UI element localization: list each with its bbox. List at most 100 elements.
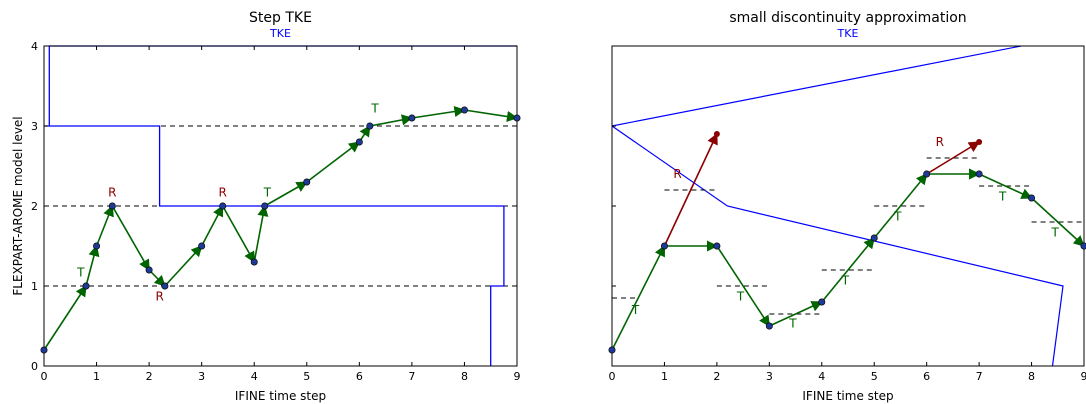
- x-tick-label: 7: [976, 370, 983, 383]
- path-point: [923, 170, 931, 178]
- x-tick-label: 9: [1081, 370, 1086, 383]
- x-tick-label: 1: [93, 370, 100, 383]
- path-arrow: [164, 245, 203, 287]
- x-tick-label: 6: [923, 370, 930, 383]
- y-axis-label: FLEXPART-AROME model level: [11, 116, 25, 295]
- x-tick-label: 4: [818, 370, 825, 383]
- step-label: R: [673, 167, 681, 181]
- tke-label: TKE: [269, 27, 291, 40]
- plot-frame: [611, 45, 1085, 367]
- tke-label: TKE: [837, 27, 859, 40]
- tke-curve: [48, 45, 517, 126]
- path-arrow: [253, 204, 269, 263]
- step-label: T: [893, 209, 902, 223]
- x-tick-label: 7: [408, 370, 415, 383]
- y-tick-label: 1: [31, 280, 38, 293]
- step-label: T: [76, 265, 85, 279]
- step-label: R: [108, 185, 116, 199]
- y-tick-label: 3: [31, 120, 38, 133]
- x-tick-label: 9: [514, 370, 521, 383]
- random-arrow: [926, 141, 981, 175]
- path-point: [82, 282, 90, 290]
- path-arrow: [111, 205, 150, 271]
- y-tick-label: 4: [31, 40, 38, 53]
- step-label: T: [998, 189, 1007, 203]
- path-arrow: [200, 205, 224, 247]
- step-label: T: [736, 289, 745, 303]
- path-arrow: [769, 301, 823, 327]
- path-point: [513, 114, 521, 122]
- step-label: T: [1050, 225, 1059, 239]
- path-point: [161, 282, 169, 290]
- path-arrow: [464, 109, 519, 123]
- step-label: R: [219, 185, 227, 199]
- path-point: [408, 114, 416, 122]
- path-point: [460, 106, 468, 114]
- x-tick-label: 2: [713, 370, 720, 383]
- step-label: T: [788, 317, 797, 331]
- x-tick-label: 5: [303, 370, 310, 383]
- path-point: [765, 322, 773, 330]
- path-point: [818, 298, 826, 306]
- x-tick-label: 8: [461, 370, 468, 383]
- step-label: T: [263, 185, 272, 199]
- y-tick-label: 2: [31, 200, 38, 213]
- panel-title: small discontinuity approximation: [729, 10, 966, 26]
- tke-curve: [611, 45, 1022, 127]
- step-label: T: [370, 101, 379, 115]
- path-point: [40, 346, 48, 354]
- y-tick-label: 0: [31, 360, 38, 373]
- x-tick-label: 5: [871, 370, 878, 383]
- path-arrow: [306, 141, 361, 183]
- x-axis-label: IFINE time step: [802, 389, 893, 403]
- panel-step-tke: Step TKE TKE IFINE time step FLEXPART-AR…: [11, 10, 521, 403]
- panel-small-discontinuity: small discontinuity approximation TKE IF…: [608, 10, 1086, 403]
- random-end-point: [976, 139, 983, 145]
- x-tick-label: 4: [251, 370, 258, 383]
- path-arrow: [716, 245, 771, 327]
- path-point: [355, 138, 363, 146]
- path-point: [366, 122, 374, 130]
- path-point: [975, 170, 983, 178]
- x-tick-label: 0: [41, 370, 48, 383]
- path-arrow: [369, 114, 413, 127]
- step-label: T: [841, 273, 850, 287]
- path-point: [93, 242, 101, 250]
- x-axis-label: IFINE time step: [235, 389, 326, 403]
- step-label: R: [155, 289, 163, 303]
- tke-curve: [611, 125, 1064, 367]
- x-tick-label: 6: [356, 370, 363, 383]
- path-arrow: [43, 285, 87, 351]
- path-point: [660, 242, 668, 250]
- path-arrow: [411, 105, 466, 119]
- path-arrow: [611, 244, 666, 351]
- path-point: [145, 266, 153, 274]
- x-tick-label: 3: [766, 370, 773, 383]
- x-tick-label: 1: [661, 370, 668, 383]
- x-tick-label: 8: [1028, 370, 1035, 383]
- path-point: [198, 242, 206, 250]
- x-tick-label: 0: [609, 370, 616, 383]
- path-point: [608, 346, 616, 354]
- path-arrow: [148, 269, 166, 287]
- path-arrow: [978, 173, 1033, 199]
- path-arrow: [264, 181, 308, 207]
- random-arrow: [663, 132, 718, 247]
- path-point: [713, 242, 721, 250]
- path-arrow: [821, 237, 875, 303]
- step-label: R: [936, 135, 944, 149]
- path-arrow: [221, 205, 255, 263]
- x-tick-label: 3: [198, 370, 205, 383]
- tke-curve: [44, 125, 505, 366]
- path-point: [219, 202, 227, 210]
- path-point: [250, 258, 258, 266]
- random-end-point: [713, 131, 720, 137]
- path-point: [870, 234, 878, 242]
- panel-title: Step TKE: [249, 10, 312, 26]
- path-arrow: [873, 173, 928, 239]
- path-arrow: [85, 244, 100, 287]
- step-label: T: [631, 303, 640, 317]
- path-point: [261, 202, 269, 210]
- path-arrow: [95, 204, 114, 247]
